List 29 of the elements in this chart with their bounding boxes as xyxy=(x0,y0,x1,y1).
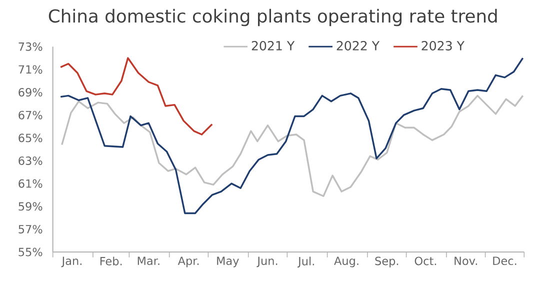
x-tick-label: Mar. xyxy=(138,256,160,266)
y-tick-label: 57% xyxy=(18,225,42,234)
x-tick-label: Nov. xyxy=(454,256,478,266)
legend-label: 2021 Y xyxy=(252,41,295,51)
x-tick-label: Apr. xyxy=(178,256,199,268)
line-series xyxy=(60,57,213,136)
x-tick-label: May xyxy=(217,256,239,268)
x-tick-label: Jul. xyxy=(297,256,314,268)
legend-label: 2023 Y xyxy=(422,41,464,51)
y-tick-label: 55% xyxy=(18,248,42,256)
y-tick-label: 65% xyxy=(18,134,42,142)
chart-title: China domestic coking plants operating rate trend xyxy=(48,9,497,26)
x-tick-label: Oct. xyxy=(414,256,436,266)
y-tick-label: 59% xyxy=(18,202,42,211)
y-tick-label: 67% xyxy=(18,110,42,120)
x-tick-label: Dec. xyxy=(493,256,516,266)
x-tick-label: Aug. xyxy=(334,256,358,268)
y-tick-label: 69% xyxy=(18,88,42,97)
line-series xyxy=(60,57,524,214)
line-series xyxy=(61,94,524,198)
x-tick-label: Sep. xyxy=(375,256,398,268)
x-tick-label: Feb. xyxy=(100,256,122,266)
legend-label: 2022 Y xyxy=(336,41,380,51)
x-tick-label: Jan. xyxy=(61,256,82,268)
y-tick-label: 63% xyxy=(18,156,42,166)
y-tick-label: 71% xyxy=(18,65,42,74)
y-tick-label: 73% xyxy=(18,42,42,52)
y-tick-label: 61% xyxy=(18,179,42,188)
x-tick-label: Jun. xyxy=(256,256,278,268)
